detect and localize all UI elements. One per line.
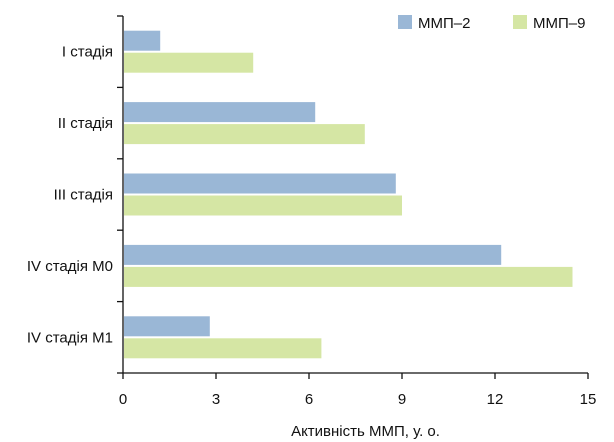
bar-mmp2 bbox=[124, 102, 316, 123]
legend-swatch bbox=[513, 15, 527, 29]
x-tick-label: 15 bbox=[580, 391, 597, 408]
bar-mmp9 bbox=[124, 266, 573, 287]
x-tick-label: 3 bbox=[212, 391, 220, 408]
bar-mmp2 bbox=[124, 244, 502, 265]
y-axis-ticks bbox=[117, 15, 123, 374]
category-label: III стадія bbox=[54, 187, 113, 204]
bar-mmp9 bbox=[124, 338, 322, 359]
category-label: II стадія bbox=[58, 115, 113, 132]
bar-mmp9 bbox=[124, 52, 254, 73]
x-tick-label: 9 bbox=[398, 391, 406, 408]
legend-label: ММП–2 bbox=[418, 15, 470, 32]
x-tick-label: 12 bbox=[487, 391, 504, 408]
bar-mmp9 bbox=[124, 124, 365, 145]
legend-label: ММП–9 bbox=[533, 15, 585, 32]
x-axis-ticks: 0 3 6 9 12 15 bbox=[119, 373, 597, 408]
bar-mmp2 bbox=[124, 173, 396, 194]
bars-group bbox=[124, 30, 573, 359]
legend-swatch bbox=[398, 15, 412, 29]
bar-mmp2 bbox=[124, 316, 210, 337]
x-tick-label: 0 bbox=[119, 391, 127, 408]
bar-mmp2 bbox=[124, 30, 161, 51]
category-label: IV стадія M0 bbox=[27, 258, 113, 275]
category-label: IV стадія M1 bbox=[27, 329, 113, 346]
bar-mmp9 bbox=[124, 195, 402, 216]
category-labels: I стадія II стадія III стадія IV стадія M0 I… bbox=[27, 44, 113, 347]
x-axis-title: Активність ММП, у. о. bbox=[291, 423, 440, 440]
legend: ММП–2 ММП–9 bbox=[398, 15, 585, 32]
x-tick-label: 6 bbox=[305, 391, 313, 408]
category-label: I стадія bbox=[62, 44, 113, 61]
